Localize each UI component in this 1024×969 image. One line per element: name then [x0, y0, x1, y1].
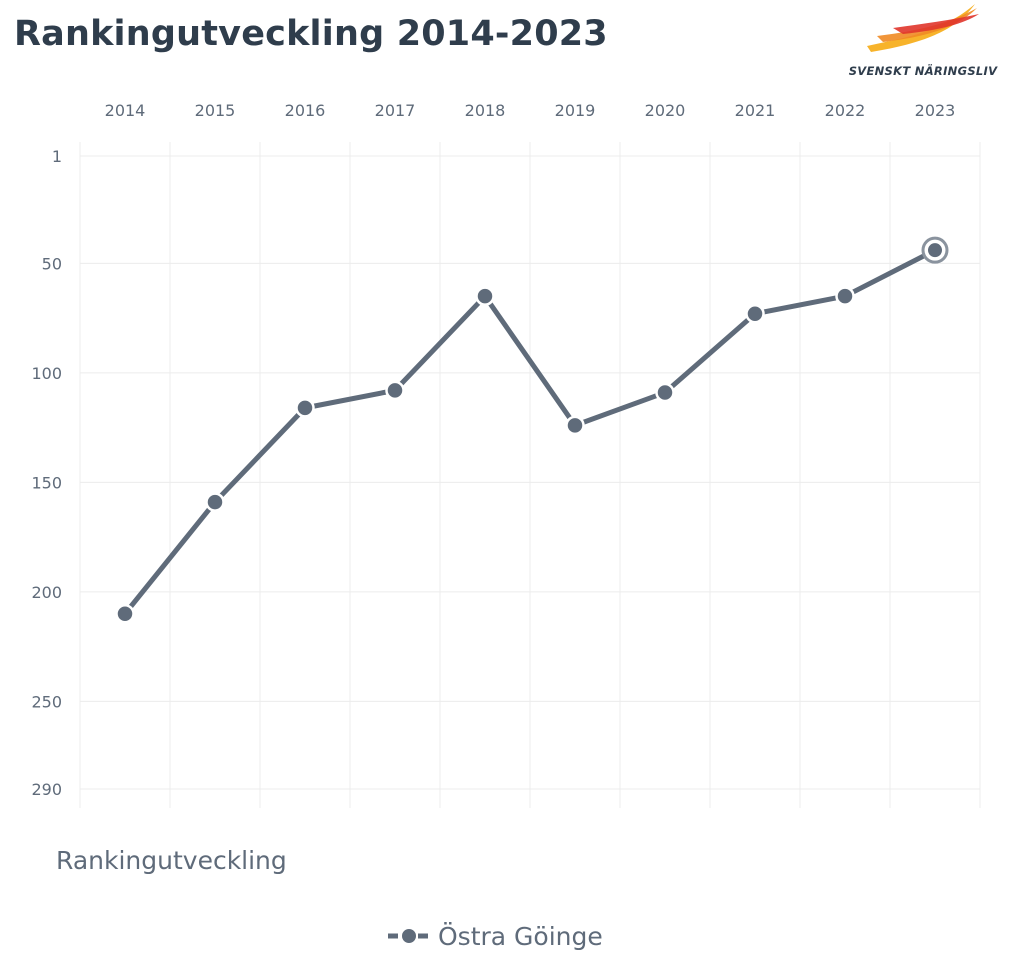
swoosh-logo-icon — [867, 4, 979, 52]
x-axis-tick-labels: 2014 2015 2016 2017 2018 2019 2020 2021 2022 2023 — [105, 101, 956, 120]
legend-label: Östra Göinge — [438, 921, 603, 951]
x-tick-label: 2021 — [735, 101, 776, 120]
data-point — [385, 380, 405, 401]
y-tick-label: 250 — [31, 692, 62, 711]
y-tick-label: 1 — [52, 147, 62, 166]
series-layer — [115, 236, 949, 624]
y-tick-label: 50 — [42, 254, 62, 273]
legend-line-dot-icon — [388, 927, 430, 945]
series-line — [122, 247, 938, 617]
x-tick-label: 2019 — [555, 101, 596, 120]
x-tick-label: 2020 — [645, 101, 686, 120]
data-point — [745, 303, 765, 324]
x-tick-label: 2018 — [465, 101, 506, 120]
line-chart: 2014 2015 2016 2017 2018 2019 2020 2021 2022 2023… — [31, 101, 981, 808]
x-tick-label: 2016 — [285, 101, 326, 120]
data-point — [295, 398, 315, 418]
chart-title: Rankingutveckling 2014-2023 — [14, 14, 608, 54]
data-point — [655, 382, 675, 403]
x-tick-label: 2015 — [195, 101, 236, 120]
data-point — [928, 243, 942, 258]
x-tick-label: 2014 — [105, 101, 146, 120]
logo-text: SVENSKT NÄRINGSLIV — [848, 64, 998, 78]
x-tick-label: 2022 — [825, 101, 866, 120]
data-point — [115, 604, 135, 624]
svenskt-naringsliv-logo: SVENSKT NÄRINGSLIV — [843, 2, 1003, 82]
y-tick-label: 100 — [31, 364, 62, 383]
y-tick-label: 200 — [31, 583, 62, 602]
data-point — [835, 286, 855, 306]
y-tick-label: 150 — [31, 473, 62, 492]
x-tick-label: 2017 — [375, 101, 416, 120]
legend[interactable]: Östra Göinge — [386, 918, 603, 954]
x-tick-label: 2023 — [915, 101, 956, 120]
y-tick-label: 290 — [31, 780, 62, 799]
data-point — [475, 286, 495, 306]
data-point — [205, 492, 225, 512]
data-point — [565, 415, 585, 436]
chart-caption: Rankingutveckling — [56, 846, 287, 875]
chart-grid — [79, 142, 981, 808]
